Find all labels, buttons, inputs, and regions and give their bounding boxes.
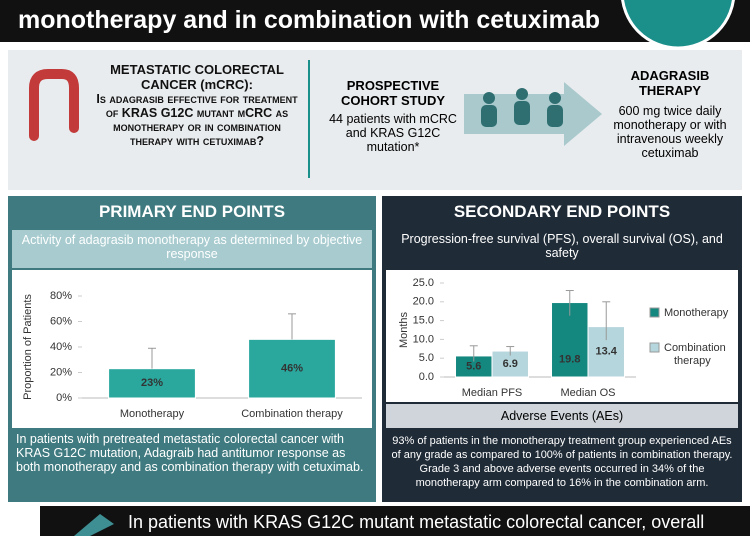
value-label: 5.6 bbox=[466, 360, 481, 372]
x-tick-label: Combination therapy bbox=[241, 408, 343, 420]
question-body: Is adagrasib effective for treatment of … bbox=[96, 92, 298, 148]
y-tick-label: 80% bbox=[50, 290, 72, 302]
value-label: 23% bbox=[141, 377, 163, 389]
study-title: PROSPECTIVE COHORT STUDY bbox=[341, 78, 445, 108]
value-label: 19.8 bbox=[559, 354, 580, 366]
primary-subtitle: Activity of adagrasib monotherapy as det… bbox=[12, 230, 372, 268]
study-text: 44 patients with mCRC and KRAS G12C muta… bbox=[329, 112, 457, 154]
intro-box bbox=[8, 50, 742, 190]
header-title: monotherapy and in combination with cetu… bbox=[18, 6, 600, 34]
logo bbox=[621, 0, 735, 50]
legend-swatch bbox=[649, 342, 660, 353]
y-tick-label: 40% bbox=[50, 341, 72, 353]
x-tick-label: Monotherapy bbox=[120, 408, 185, 420]
y-tick-label: 0.0 bbox=[419, 371, 434, 383]
secondary-title: SECONDARY END POINTS bbox=[453, 202, 671, 221]
y-axis-label: Months bbox=[398, 311, 410, 348]
bar bbox=[108, 368, 196, 399]
colon-icon bbox=[29, 69, 79, 141]
primary-chart: 0% 20% 40% 60% 80% Proportion of Patients Mono… bbox=[12, 270, 372, 428]
secondary-summary: 93% of patients in the monotherapy treat… bbox=[391, 435, 733, 489]
footer-bar bbox=[40, 506, 750, 536]
value-label: 13.4 bbox=[596, 346, 618, 358]
question: METASTATIC COLORECTAL CANCER (mCRC): Is … bbox=[92, 62, 302, 148]
legend-swatch bbox=[649, 307, 660, 318]
primary-title: PRIMARY END POINTS bbox=[98, 202, 286, 221]
y-tick-label: 20% bbox=[50, 366, 72, 378]
secondary-subtitle: Progression-free survival (PFS), overall… bbox=[401, 232, 723, 260]
y-tick-label: 10.0 bbox=[413, 333, 434, 345]
bar bbox=[248, 338, 336, 399]
therapy-text: 600 mg twice daily monotherapy or with i… bbox=[613, 104, 727, 160]
y-tick-label: 5.0 bbox=[419, 352, 434, 364]
secondary-chart: 0.0 5.0 10.0 15.0 20.0 25.0 Months Median PFS 5.… bbox=[386, 270, 738, 402]
value-label: 46% bbox=[281, 363, 303, 375]
therapy-title: ADAGRASIB THERAPY bbox=[630, 68, 710, 98]
question-heading: METASTATIC COLORECTAL CANCER (mCRC): bbox=[110, 62, 284, 92]
footer-text: In patients with KRAS G12C mutant metast… bbox=[128, 512, 705, 532]
primary-summary: In patients with pretreated metastatic c… bbox=[16, 432, 364, 474]
bar bbox=[551, 302, 589, 378]
y-axis-label: Proportion of Patients bbox=[22, 294, 34, 400]
legend-label: Monotherapy bbox=[664, 307, 729, 319]
y-tick-label: 20.0 bbox=[413, 296, 434, 308]
value-label: 6.9 bbox=[503, 358, 518, 370]
arrow-icon bbox=[464, 82, 602, 146]
y-tick-label: 60% bbox=[50, 315, 72, 327]
y-tick-label: 0% bbox=[56, 392, 72, 404]
x-tick-label: Median OS bbox=[560, 387, 615, 399]
y-tick-label: 25.0 bbox=[413, 277, 434, 289]
y-tick-label: 15.0 bbox=[413, 315, 434, 327]
ae-title: Adverse Events (AEs) bbox=[386, 404, 738, 428]
legend-label: Combination therapy bbox=[664, 342, 729, 367]
divider bbox=[308, 60, 310, 178]
x-tick-label: Median PFS bbox=[462, 387, 523, 399]
footer-icon bbox=[74, 514, 114, 536]
